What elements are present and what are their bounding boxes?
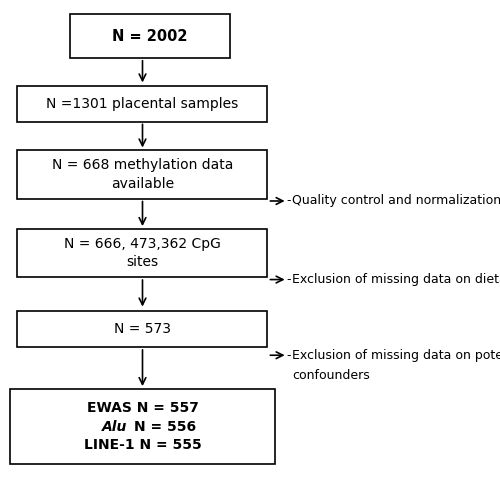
Text: available: available [111, 176, 174, 191]
Text: -: - [286, 349, 290, 362]
Text: Alu: Alu [102, 419, 128, 434]
Text: Quality control and normalization: Quality control and normalization [292, 195, 500, 207]
Text: sites: sites [126, 255, 158, 269]
Bar [18, 86, 268, 121]
Bar [18, 310, 268, 347]
Text: Exclusion of missing data on potential: Exclusion of missing data on potential [292, 349, 500, 362]
Text: N = 668 methylation data: N = 668 methylation data [52, 158, 233, 173]
Text: N = 2002: N = 2002 [112, 28, 188, 44]
Text: N = 573: N = 573 [114, 321, 171, 336]
Bar [70, 14, 230, 58]
Text: N = 666, 473,362 CpG: N = 666, 473,362 CpG [64, 237, 221, 251]
Text: LINE-1 N = 555: LINE-1 N = 555 [84, 438, 202, 452]
Bar [18, 150, 268, 199]
Bar [10, 389, 275, 464]
Text: EWAS N = 557: EWAS N = 557 [86, 401, 198, 415]
Text: N = 556: N = 556 [134, 419, 196, 434]
Text: Exclusion of missing data on dietary patterns: Exclusion of missing data on dietary pat… [292, 273, 500, 286]
Text: confounders: confounders [292, 369, 370, 382]
Text: -: - [286, 273, 290, 286]
Text: N =1301 placental samples: N =1301 placental samples [46, 96, 238, 111]
Text: -: - [286, 195, 290, 207]
Bar [18, 229, 268, 277]
